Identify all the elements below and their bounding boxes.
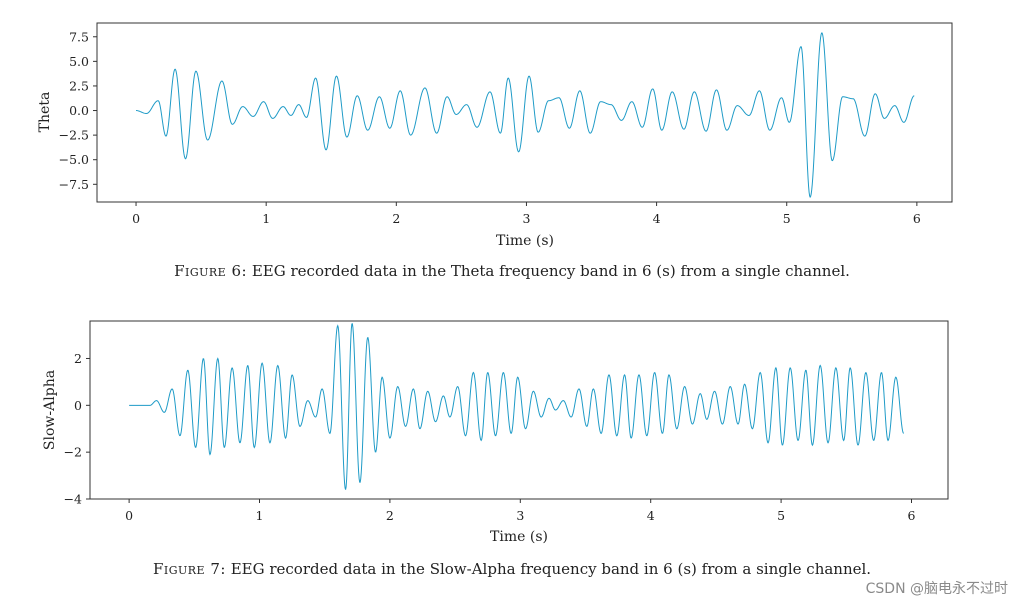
theta-y-tick-label: −5.0 [59,152,89,167]
theta-y-tick-label: 0.0 [69,103,89,118]
theta-ylabel: Theta [37,92,53,133]
slow-alpha-x-tick-label: 2 [386,508,394,523]
figure-7-text: EEG recorded data in the Slow-Alpha freq… [225,560,872,578]
slow-alpha-x-tick-label: 1 [256,508,264,523]
theta-chart: 0 1 2 3 4 5 6 −7.5 −5.0 −2.5 0.0 2.5 5.0 7.5 Time (s… [37,22,953,249]
theta-x-tick-label: 6 [913,211,921,226]
slow-alpha-x-tick-label: 4 [647,508,655,523]
csdn-watermark: CSDN @脑电永不过时 [865,581,1008,597]
slow-alpha-y-axis: −4 −2 0 2 [64,351,90,507]
slow-alpha-chart: 0 1 2 3 4 5 6 −4 −2 0 2 Time (s) Slow-Alpha [42,320,949,545]
slow-alpha-x-tick-label: 5 [777,508,785,523]
theta-x-tick-label: 1 [262,211,270,226]
slow-alpha-x-axis: 0 1 2 3 4 5 6 [125,499,916,523]
figure-7-caption: Figure 7: EEG recorded data in the Slow-… [0,560,1024,578]
slow-alpha-y-tick-label: −2 [64,445,82,460]
slow-alpha-y-tick-label: 2 [74,351,82,366]
slow-alpha-y-tick-label: 0 [74,398,82,413]
theta-x-tick-label: 3 [522,211,530,226]
theta-plot-frame [96,22,953,203]
theta-y-axis: −7.5 −5.0 −2.5 0.0 2.5 5.0 7.5 [59,29,97,192]
slow-alpha-ylabel: Slow-Alpha [42,370,58,450]
theta-xlabel: Time (s) [496,233,554,249]
slow-alpha-xlabel: Time (s) [490,529,548,545]
theta-x-axis: 0 1 2 3 4 5 6 [132,202,921,226]
theta-y-tick-label: −7.5 [59,177,89,192]
theta-x-tick-label: 2 [392,211,400,226]
theta-y-tick-label: −2.5 [59,128,89,143]
figure-6-label: Figure 6: [174,262,248,280]
theta-signal-line [136,32,915,199]
slow-alpha-plot-frame [89,320,949,500]
theta-x-tick-label: 5 [783,211,791,226]
theta-y-tick-label: 7.5 [69,29,89,44]
slow-alpha-signal-line [129,323,905,490]
theta-y-tick-label: 5.0 [69,54,89,69]
slow-alpha-y-tick-label: −4 [64,492,82,507]
figure-6-caption: Figure 6: EEG recorded data in the Theta… [0,262,1024,280]
slow-alpha-x-tick-label: 0 [125,508,133,523]
slow-alpha-x-tick-label: 3 [516,508,524,523]
theta-x-tick-label: 4 [653,211,661,226]
figure-6-text: EEG recorded data in the Theta frequency… [247,262,850,280]
theta-y-tick-label: 2.5 [69,78,89,93]
theta-x-tick-label: 0 [132,211,140,226]
figure-7-label: Figure 7: [152,560,226,578]
slow-alpha-x-tick-label: 6 [908,508,916,523]
